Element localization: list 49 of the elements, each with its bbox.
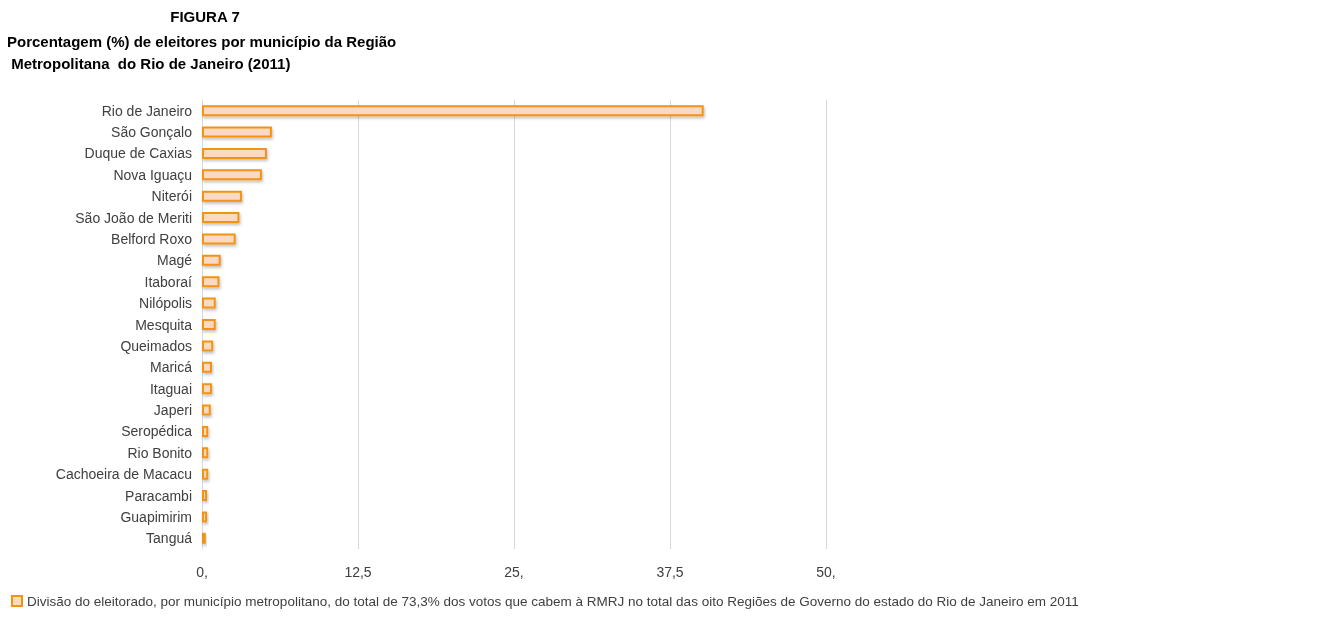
x-tick-label: 37,5 (656, 564, 684, 580)
bar (202, 383, 212, 395)
bar (202, 468, 209, 480)
y-tick-label: Rio Bonito (127, 444, 193, 461)
bar (202, 425, 209, 437)
bar (202, 147, 267, 159)
bar (202, 212, 240, 224)
y-tick-label: Nilópolis (139, 295, 192, 312)
bar (202, 105, 704, 117)
y-tick-label: Tanguá (146, 530, 193, 547)
bar (202, 447, 209, 459)
y-tick-label: São João de Meriti (75, 209, 192, 226)
y-tick-label: Seropédica (121, 423, 193, 440)
x-tick-label: 25, (504, 564, 524, 580)
bar (202, 511, 207, 523)
bar (202, 319, 216, 330)
bar (202, 490, 207, 502)
bar (202, 233, 236, 245)
bar (202, 340, 214, 352)
bar (202, 404, 211, 416)
bar (202, 297, 216, 309)
x-tick-label: 0, (196, 564, 208, 580)
bar (202, 361, 212, 373)
y-tick-label: Itaboraí (144, 273, 193, 290)
x-tick-label: 50, (816, 564, 836, 580)
y-tick-label: Queimados (120, 337, 192, 354)
y-tick-label: Cachoeira de Macacu (55, 466, 192, 483)
y-tick-label: São Gonçalo (111, 124, 193, 141)
x-tick-label: 12,5 (344, 564, 372, 580)
y-tick-label: Guapimirim (120, 508, 192, 525)
chart-title: FIGURA 7 (170, 8, 240, 25)
y-tick-label: Itaguai (149, 380, 192, 397)
y-tick-label: Rio de Janeiro (101, 102, 193, 119)
y-tick-label: Belford Roxo (111, 230, 193, 247)
bar (202, 190, 242, 202)
y-tick-label: Niterói (151, 188, 192, 205)
chart-subtitle: Porcentagem (%) de eleitores por município da Região Metropolitana do Rio de Janeiro (2011) (7, 32, 397, 72)
y-tick-label: Duque de Caxias (84, 145, 192, 162)
bar (202, 169, 262, 181)
y-tick-label: Magé (156, 252, 193, 269)
y-tick-label: Nova Iguaçu (113, 166, 192, 183)
y-tick-label: Japeri (153, 402, 192, 419)
bar (202, 126, 272, 138)
y-tick-label: Mesquita (135, 316, 193, 333)
y-tick-label: Paracambi (125, 487, 192, 504)
bar (202, 276, 220, 288)
bar (202, 254, 221, 266)
legend-label: Divisão do eleitorado, por município metropolitano, do total de 73,3% dos votos que cabem à RMRJ no total das oito Regiões de Governo do estado do Rio de Janeiro em 2011 (27, 593, 1079, 609)
y-tick-label: Maricá (149, 359, 193, 376)
